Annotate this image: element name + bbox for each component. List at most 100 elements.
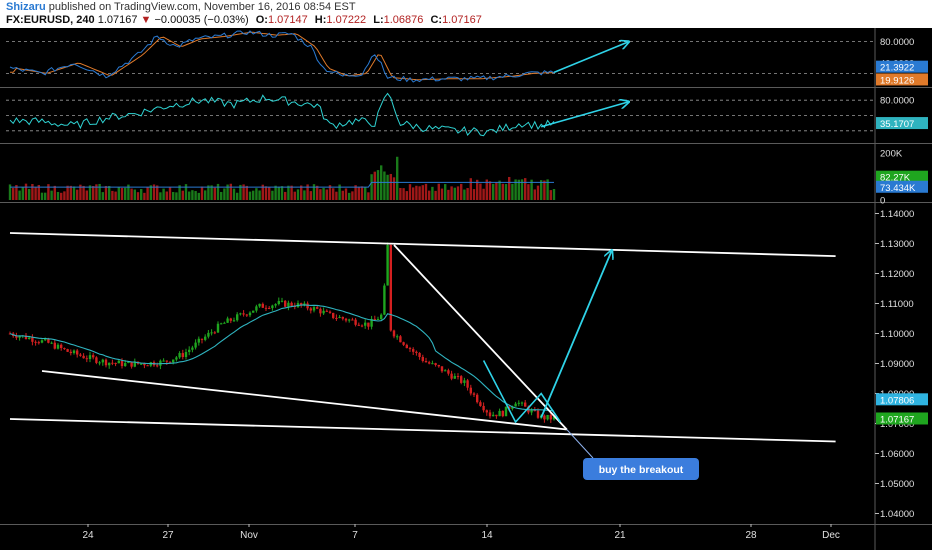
volume-bar (447, 189, 450, 200)
candle-body (357, 324, 360, 326)
volume-bar (245, 185, 248, 200)
candle-body (524, 402, 527, 407)
volume-bar (549, 190, 552, 200)
volume-bar (488, 181, 492, 200)
candle-body (351, 319, 354, 321)
moving-average-line (9, 304, 555, 412)
x-tick-label: 7 (352, 530, 358, 541)
candle-body (223, 322, 226, 324)
volume-bar (396, 156, 399, 200)
candle-body (546, 414, 549, 420)
volume-bar (424, 183, 428, 200)
volume-bar (300, 185, 303, 200)
volume-bar (453, 187, 456, 200)
candle-body (306, 303, 309, 309)
volume-bar (165, 191, 168, 200)
candle-body (335, 317, 338, 319)
candle-body (492, 414, 495, 417)
volume-bar (24, 183, 28, 200)
candle-body (236, 314, 239, 321)
volume-bar (152, 184, 156, 200)
candle-body (101, 359, 104, 363)
candle-body (386, 245, 389, 286)
volume-bar (319, 189, 322, 200)
candle-body (28, 337, 31, 339)
volume-bar (495, 182, 498, 200)
rsi-badge (876, 117, 928, 130)
last-price: 1.07167 (97, 14, 138, 26)
volume-bar (191, 190, 194, 200)
candle-body (264, 307, 268, 309)
candle-body (111, 362, 114, 364)
volume-bar (367, 192, 370, 200)
volume-bar (175, 192, 178, 200)
candle-body (456, 376, 460, 378)
candle-body (344, 318, 348, 321)
candle-body (520, 402, 524, 404)
candle-body (421, 356, 424, 361)
volume-bar (469, 178, 472, 200)
candle-body (309, 308, 312, 311)
candle-body (60, 344, 63, 349)
candle-body (328, 311, 332, 313)
candle-body (255, 306, 258, 311)
volume-bar (444, 184, 447, 200)
volume-bar (335, 191, 338, 200)
candle-body (146, 365, 149, 367)
volume-bar (328, 185, 332, 200)
volume-bar (261, 184, 264, 200)
volume-tick-label: 200K (880, 149, 903, 160)
candle-body (312, 307, 316, 311)
pattern-zigzag (482, 360, 562, 424)
volume-bar (120, 187, 124, 200)
volume-bar (264, 186, 268, 200)
stoch-tick-label: 80.0000 (880, 37, 914, 48)
candle-body (412, 349, 415, 352)
volume-bar (216, 183, 220, 200)
candle-body (508, 406, 511, 409)
candle-body (354, 319, 357, 325)
volume-bar (194, 191, 197, 200)
candle-body (437, 364, 440, 367)
author-name[interactable]: Shizaru (6, 1, 46, 13)
candle-body (258, 303, 261, 307)
candle-body (95, 357, 98, 363)
volume-bar (322, 187, 325, 200)
volume-bar (85, 190, 88, 200)
candle-body (303, 303, 306, 306)
volume-bar (552, 188, 556, 200)
callout-pointer (566, 429, 594, 459)
chart-canvas[interactable]: 1.14000 1.13000 1.12000 1.11000 1.10000 1.090… (0, 28, 932, 550)
volume-bar (124, 187, 127, 200)
candle-body (44, 339, 47, 341)
volume-bar (376, 170, 380, 200)
candle-body (485, 410, 488, 413)
volume-bar (383, 171, 386, 200)
candle-body (389, 245, 392, 331)
candle-body (440, 366, 444, 372)
volume-bar (412, 187, 415, 200)
volume-bar (133, 189, 136, 200)
volume-bar (56, 191, 60, 200)
volume-bar (156, 185, 159, 200)
candle-body (373, 318, 376, 320)
candle-body (348, 319, 351, 321)
symbol-line: FX:EURUSD, 240 1.07167 ▼ −0.00035 (−0.03… (6, 14, 482, 26)
rsi-tick-label: 80.0000 (880, 96, 914, 107)
candle-body (399, 336, 402, 343)
candle-body (104, 359, 108, 366)
volume-bar (117, 187, 120, 200)
price-change: −0.00035 (−0.03%) (154, 14, 249, 26)
chart-header: Shizaru published on TradingView.com, No… (0, 0, 932, 28)
close-value: 1.07167 (442, 14, 482, 26)
volume-bar (309, 191, 312, 200)
volume-bar (239, 184, 242, 200)
volume-bar (21, 187, 24, 200)
volume-bar (485, 179, 488, 200)
volume-bar (364, 187, 367, 200)
candle-body (200, 338, 204, 340)
candle-body (501, 410, 504, 417)
volume-bar (517, 179, 520, 200)
volume-bar (60, 192, 63, 200)
candle-body (88, 355, 92, 360)
